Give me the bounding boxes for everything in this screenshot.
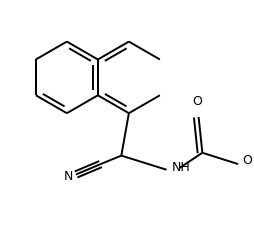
Text: O: O (192, 95, 202, 108)
Text: O: O (242, 154, 252, 167)
Text: N: N (64, 170, 73, 183)
Text: NH: NH (172, 161, 191, 174)
